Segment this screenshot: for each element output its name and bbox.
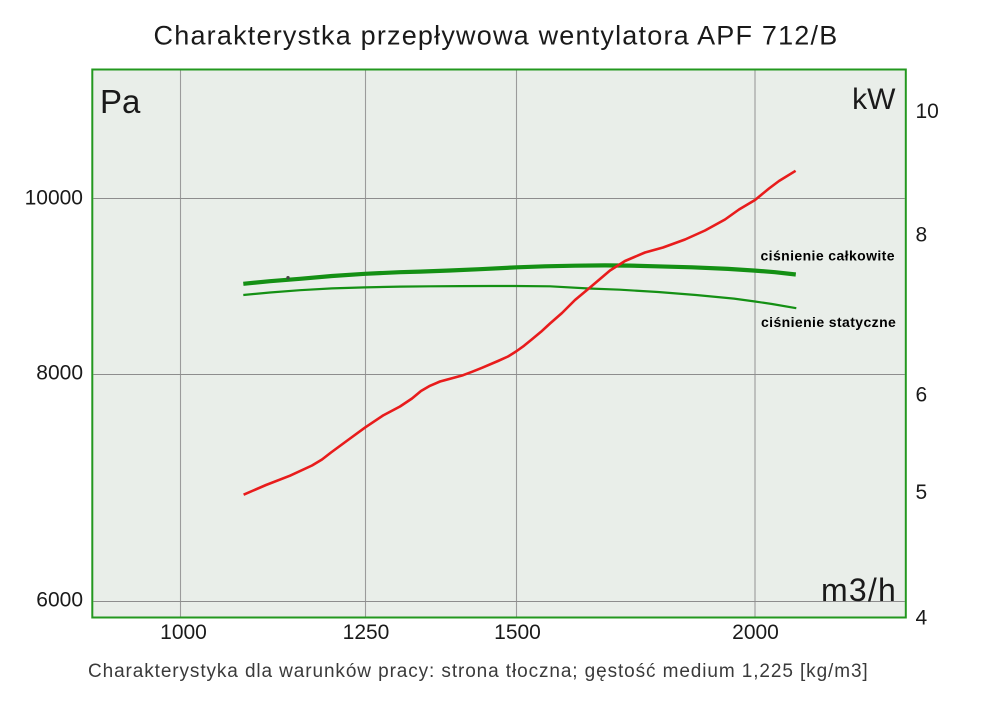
svg-text:ciśnienie całkowite: ciśnienie całkowite [761, 248, 895, 264]
svg-text:10: 10 [916, 100, 939, 123]
svg-text:m3/h: m3/h [821, 572, 897, 608]
svg-text:1250: 1250 [343, 621, 390, 644]
svg-text:5: 5 [916, 481, 928, 504]
svg-text:1000: 1000 [160, 621, 207, 644]
svg-text:10000: 10000 [25, 187, 83, 210]
svg-text:2000: 2000 [732, 621, 779, 644]
svg-text:8: 8 [916, 224, 928, 247]
svg-text:ciśnienie statyczne: ciśnienie statyczne [761, 314, 896, 330]
svg-text:Charakterystka przepływowa wen: Charakterystka przepływowa wentylatora A… [154, 21, 839, 51]
svg-text:1500: 1500 [494, 621, 541, 644]
svg-text:Charakterystyka dla warunków p: Charakterystyka dla warunków pracy: stro… [88, 661, 869, 682]
svg-text:8000: 8000 [36, 362, 83, 385]
svg-text:kW: kW [852, 83, 896, 116]
svg-text:6: 6 [916, 384, 928, 407]
svg-text:4: 4 [916, 607, 928, 630]
svg-text:Pa: Pa [100, 83, 141, 120]
svg-text:6000: 6000 [36, 589, 83, 612]
